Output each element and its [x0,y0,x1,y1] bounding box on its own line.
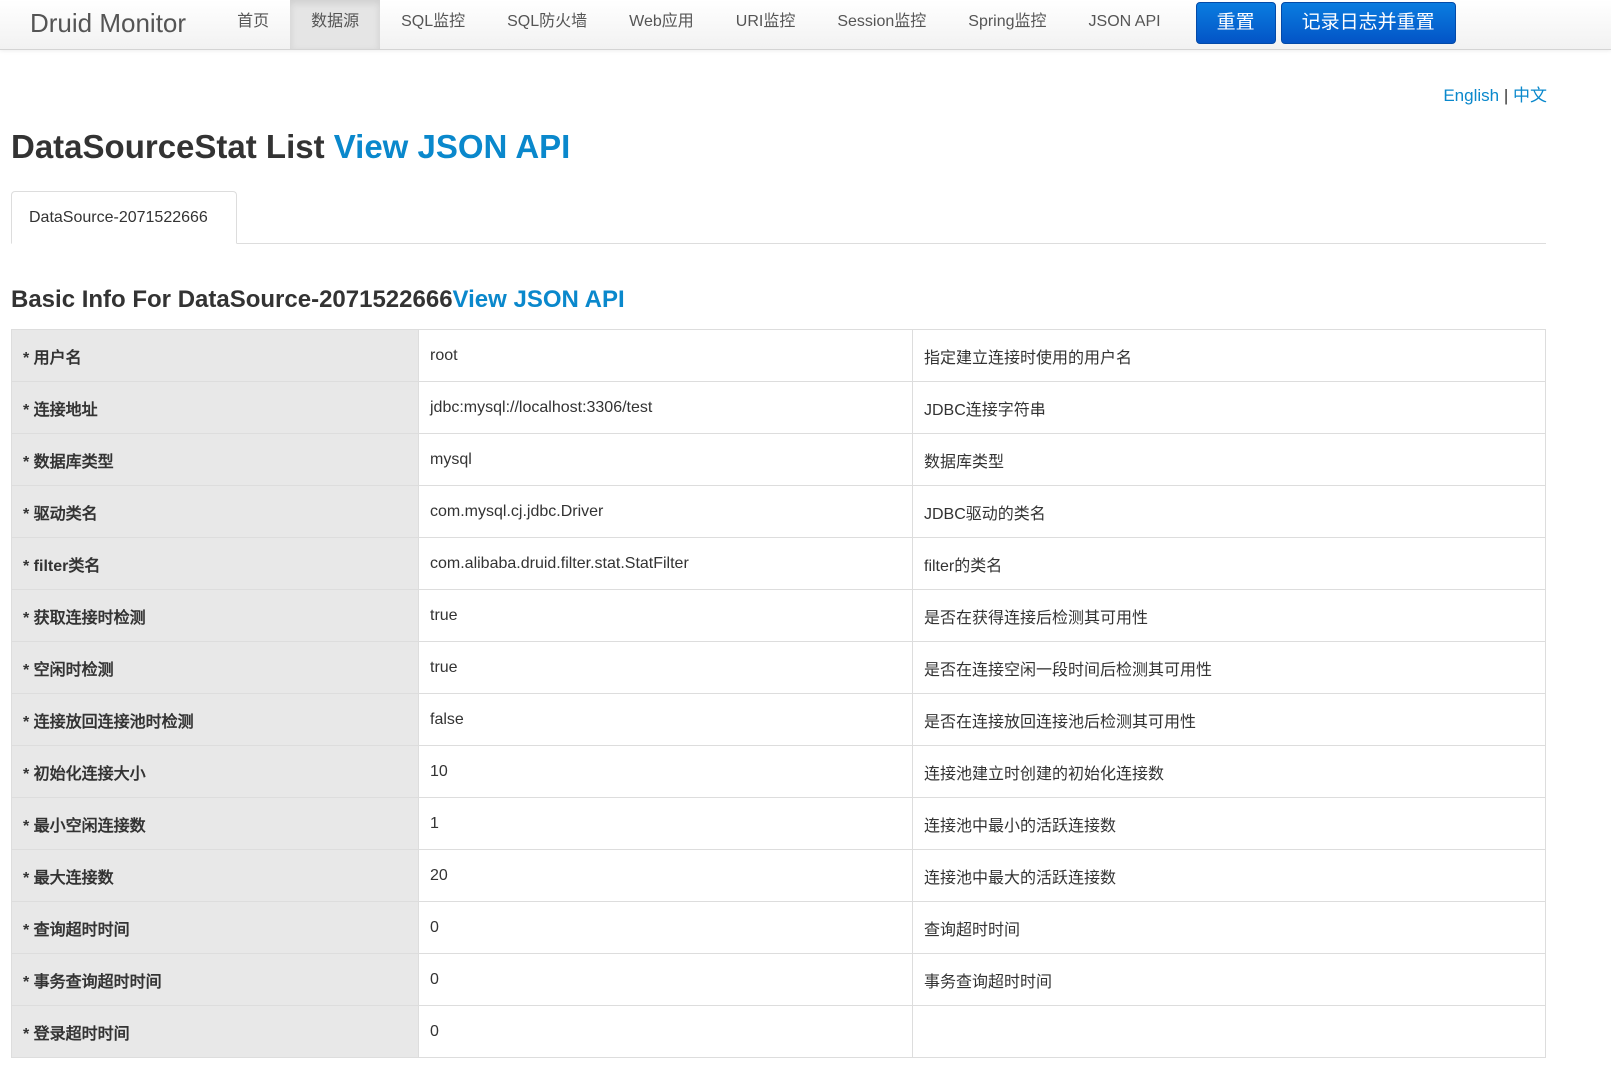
row-label: * 登录超时时间 [11,1005,419,1058]
nav-datasource[interactable]: 数据源 [290,0,381,49]
row-value: mysql [418,433,913,486]
table-row: * 连接放回连接池时检测 false 是否在连接放回连接池后检测其可用性 [11,693,1546,746]
table-row: * 查询超时时间 0 查询超时时间 [11,901,1546,954]
nav-home[interactable]: 首页 [237,13,270,30]
nav-sql[interactable]: SQL监控 [401,13,466,30]
row-description: 是否在连接空闲一段时间后检测其可用性 [912,641,1546,694]
lang-chinese[interactable]: 中文 [1513,86,1547,105]
row-value: jdbc:mysql://localhost:3306/test [418,381,913,434]
reset-button[interactable]: 重置 [1195,2,1276,44]
row-description [912,1005,1546,1058]
row-description: 连接池中最大的活跃连接数 [912,849,1546,902]
row-description: 数据库类型 [912,433,1546,486]
language-switch: English | 中文 [1443,81,1547,106]
row-description: 是否在获得连接后检测其可用性 [912,589,1546,642]
table-row: * 空闲时检测 true 是否在连接空闲一段时间后检测其可用性 [11,641,1546,694]
row-value: 0 [418,1005,913,1058]
nav-session[interactable]: Session监控 [837,13,927,30]
row-description: filter的类名 [912,537,1546,590]
row-value: com.alibaba.druid.filter.stat.StatFilter [418,537,913,590]
nav-wall[interactable]: SQL防火墙 [507,13,588,30]
row-label: * 连接放回连接池时检测 [11,693,419,746]
table-row: * filter类名 com.alibaba.druid.filter.stat.… [11,537,1546,590]
row-value: true [418,641,913,694]
row-label: * 驱动类名 [11,485,419,538]
table-row: * 初始化连接大小 10 连接池建立时创建的初始化连接数 [11,745,1546,798]
table-row: * 数据库类型 mysql 数据库类型 [11,433,1546,486]
table-row: * 最小空闲连接数 1 连接池中最小的活跃连接数 [11,797,1546,850]
page-title-text: DataSourceStat List [11,128,334,165]
row-label: * 最大连接数 [11,849,419,902]
table-row: * 驱动类名 com.mysql.cj.jdbc.Driver JDBC驱动的类名 [11,485,1546,538]
table-row: * 最大连接数 20 连接池中最大的活跃连接数 [11,849,1546,902]
row-label: * 事务查询超时时间 [11,953,419,1006]
row-label: * 查询超时时间 [11,901,419,954]
row-label: * 初始化连接大小 [11,745,419,798]
section-json-api-link[interactable]: View JSON API [452,286,625,313]
row-description: 查询超时时间 [912,901,1546,954]
table-row: * 用户名 root 指定建立连接时使用的用户名 [11,329,1546,382]
lang-separator: | [1503,86,1509,105]
row-value: 20 [418,849,913,902]
table-row: * 登录超时时间 0 [11,1005,1546,1058]
row-value: com.mysql.cj.jdbc.Driver [418,485,913,538]
nav-json-api[interactable]: JSON API [1088,13,1161,30]
row-description: 连接池建立时创建的初始化连接数 [912,745,1546,798]
view-json-api-link[interactable]: View JSON API [333,128,571,165]
top-navbar: Druid Monitor 首页 数据源 SQL监控 SQL防火墙 Web应用 … [0,0,1611,50]
row-label: * 数据库类型 [11,433,419,486]
row-description: 指定建立连接时使用的用户名 [912,329,1546,382]
table-row: * 连接地址 jdbc:mysql://localhost:3306/test JD… [11,381,1546,434]
row-label: * 空闲时检测 [11,641,419,694]
row-description: 连接池中最小的活跃连接数 [912,797,1546,850]
nav-spring[interactable]: Spring监控 [968,13,1047,30]
row-value: 0 [418,901,913,954]
tab-datasource[interactable]: DataSource-2071522666 [11,191,237,244]
section-title: Basic Info For DataSource-2071522666View… [11,286,625,314]
row-value: 0 [418,953,913,1006]
row-description: 是否在连接放回连接池后检测其可用性 [912,693,1546,746]
row-value: 10 [418,745,913,798]
nav-uri[interactable]: URI监控 [735,13,796,30]
section-title-text: Basic Info For DataSource-2071522666 [11,286,453,313]
row-description: JDBC连接字符串 [912,381,1546,434]
row-label: * 最小空闲连接数 [11,797,419,850]
datasource-tabs: DataSource-2071522666 [11,191,1546,244]
row-value: false [418,693,913,746]
row-value: true [418,589,913,642]
nav-web[interactable]: Web应用 [629,13,694,30]
row-value: root [418,329,913,382]
table-row: * 获取连接时检测 true 是否在获得连接后检测其可用性 [11,589,1546,642]
row-label: * filter类名 [11,537,419,590]
table-row: * 事务查询超时时间 0 事务查询超时时间 [11,953,1546,1006]
row-label: * 获取连接时检测 [11,589,419,642]
lang-english[interactable]: English [1443,86,1500,105]
row-value: 1 [418,797,913,850]
basic-info-table: * 用户名 root 指定建立连接时使用的用户名 * 连接地址 jdbc:mysql:/… [11,329,1546,1058]
page-title: DataSourceStat List View JSON API [11,128,570,166]
row-description: 事务查询超时时间 [912,953,1546,1006]
brand-logo[interactable]: Druid Monitor [30,8,187,38]
log-and-reset-button[interactable]: 记录日志并重置 [1280,2,1456,44]
row-label: * 连接地址 [11,381,419,434]
row-description: JDBC驱动的类名 [912,485,1546,538]
row-label: * 用户名 [11,329,419,382]
